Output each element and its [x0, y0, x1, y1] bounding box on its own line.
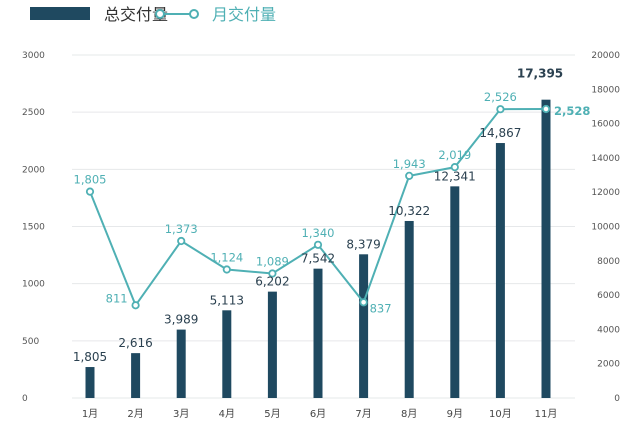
x-tick-label: 7月: [355, 408, 371, 420]
x-tick-label: 5月: [264, 408, 280, 420]
bar-data-label: 1,805: [73, 350, 107, 364]
legend-line-label: 月交付量: [212, 5, 276, 24]
legend: 总交付量 月交付量: [30, 5, 276, 24]
bar: [267, 291, 277, 398]
line-data-label: 811: [106, 291, 128, 305]
bar: [404, 220, 414, 398]
line-data-label: 2,019: [438, 148, 471, 162]
y-left-tick-label: 1000: [22, 280, 45, 290]
bar: [131, 353, 141, 398]
x-tick-label: 1月: [82, 408, 98, 420]
line-data-label: 2,526: [484, 90, 517, 104]
bar: [176, 329, 186, 398]
bar: [313, 268, 323, 398]
bar-data-label: 3,989: [164, 313, 198, 327]
line-point: [177, 236, 186, 246]
bar: [450, 186, 460, 398]
line-data-label: 2,528: [554, 104, 590, 118]
y-right-tick-label: 0: [614, 394, 620, 404]
bar-data-label: 17,395: [517, 67, 563, 81]
x-tick-label: 3月: [173, 408, 189, 420]
line-point: [85, 187, 95, 196]
y-right-tick-label: 2000: [597, 360, 620, 370]
y-right-tick-label: 20000: [591, 51, 620, 61]
bar-data-label: 12,341: [434, 169, 476, 183]
y-right-tick-label: 16000: [591, 120, 620, 130]
line-point: [222, 265, 231, 274]
y-right-tick-label: 14000: [591, 154, 620, 164]
legend-bar-label: 总交付量: [104, 5, 168, 24]
legend-line-marker: [155, 9, 165, 19]
y-right-tick-label: 8000: [597, 257, 620, 267]
legend-bar-swatch: [30, 7, 90, 20]
x-tick-label: 6月: [310, 408, 326, 420]
y-left-tick-label: 1500: [22, 223, 45, 233]
bar: [222, 310, 232, 398]
y-left-tick-label: 500: [22, 337, 39, 347]
x-tick-label: 11月: [535, 408, 558, 420]
line-point: [541, 104, 551, 114]
bar-data-label: 7,542: [301, 252, 335, 266]
x-tick-label: 9月: [447, 408, 463, 420]
bar-data-label: 2,616: [118, 336, 152, 350]
x-tick-label: 4月: [219, 408, 235, 420]
line-point: [496, 105, 505, 114]
bar-data-label: 14,867: [479, 126, 521, 140]
y-left-tick-label: 3000: [22, 51, 45, 61]
y-left-tick-label: 2500: [22, 108, 45, 118]
y-left-tick-label: 2000: [22, 165, 45, 175]
y-right-tick-label: 10000: [591, 223, 620, 233]
line-point: [268, 269, 277, 278]
y-left-tick-label: 0: [22, 394, 28, 404]
line-data-label: 1,805: [74, 173, 107, 187]
legend-line-marker: [189, 9, 199, 19]
bar: [85, 367, 95, 398]
line-data-label: 837: [370, 301, 392, 315]
y-right-tick-label: 12000: [591, 188, 620, 198]
x-tick-label: 8月: [401, 408, 417, 420]
bar-data-label: 5,113: [210, 293, 244, 307]
y-right-tick-label: 4000: [597, 325, 620, 335]
y-right-tick-label: 6000: [597, 291, 620, 301]
bar: [359, 254, 369, 398]
y-right-tick-label: 18000: [591, 85, 620, 95]
bar-data-label: 10,322: [388, 204, 430, 218]
line-point: [450, 163, 459, 172]
line-data-label: 1,124: [210, 250, 243, 264]
bar: [495, 143, 505, 398]
line-point: [405, 171, 414, 180]
line-point: [359, 298, 368, 307]
x-tick-label: 2月: [127, 408, 143, 420]
line-data-label: 1,089: [256, 254, 289, 268]
bar-data-label: 6,202: [255, 275, 289, 289]
line-point: [313, 240, 323, 249]
x-tick-label: 10月: [489, 408, 512, 420]
line-data-label: 1,373: [165, 222, 198, 236]
line-data-label: 1,943: [393, 157, 426, 171]
bar: [541, 99, 551, 398]
line-data-label: 1,340: [302, 226, 335, 240]
bar-data-label: 8,379: [346, 237, 380, 251]
line-point: [131, 301, 140, 310]
